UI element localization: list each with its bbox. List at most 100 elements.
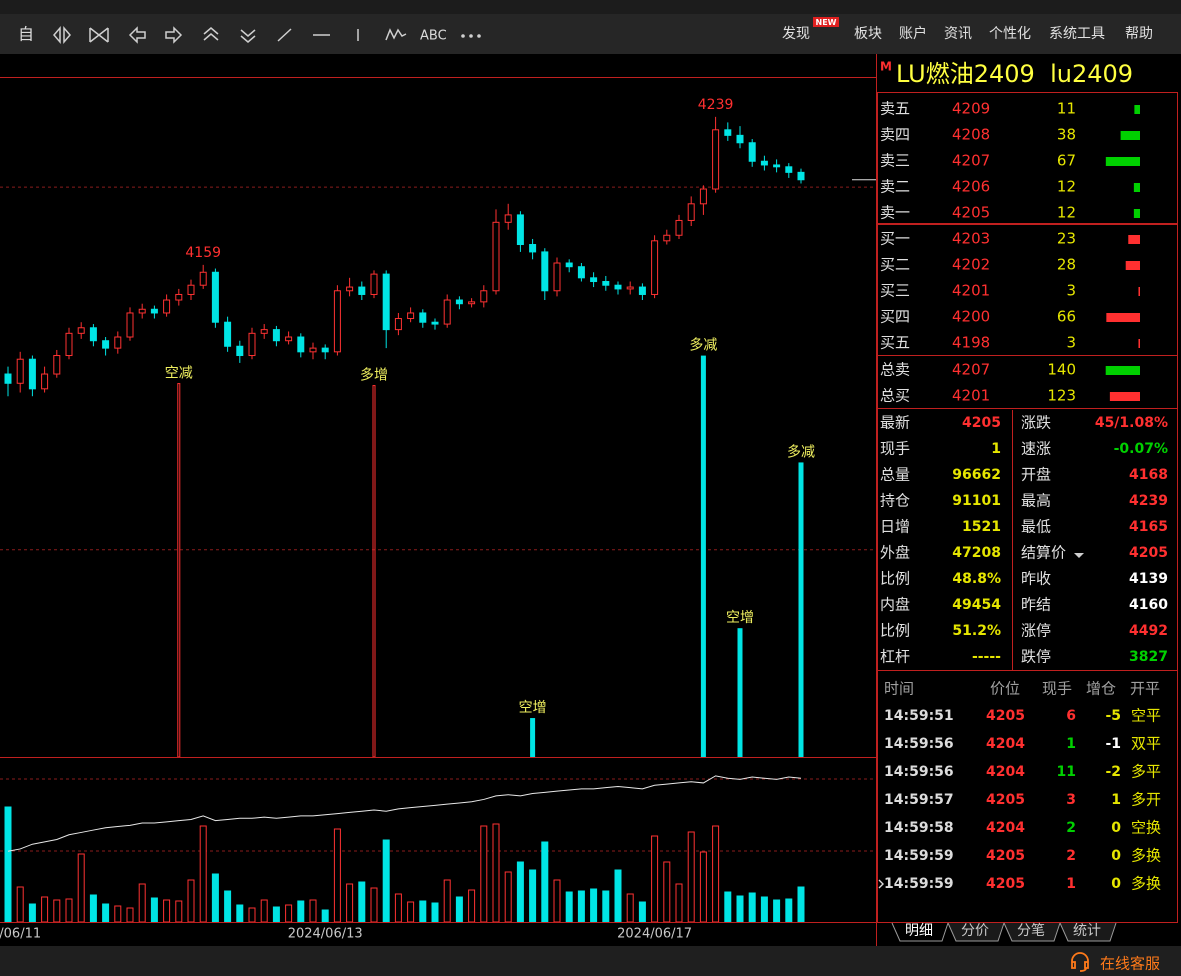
- icon-left[interactable]: [128, 26, 146, 44]
- book-price: 4205: [952, 204, 990, 222]
- volume-bar: [89, 894, 97, 923]
- stat-label: 昨收: [1021, 570, 1051, 588]
- service-icon[interactable]: [1071, 952, 1089, 972]
- tab-label[interactable]: 明细: [905, 923, 933, 939]
- dropdown-arrow[interactable]: [1074, 553, 1084, 558]
- volume-bar: [797, 886, 805, 923]
- trade-change: 0: [1111, 820, 1121, 836]
- volume-bar: [394, 893, 402, 923]
- menu-item[interactable]: 资讯: [944, 26, 972, 42]
- toolbar-text-tool[interactable]: ABC: [420, 29, 447, 44]
- tab-label[interactable]: 统计: [1073, 923, 1101, 939]
- volume-bar: [272, 906, 280, 923]
- book-volume: 3: [1066, 282, 1076, 300]
- book-volume: 28: [1057, 256, 1076, 274]
- book-bar: [1128, 235, 1140, 244]
- signal-label: 多增: [360, 367, 388, 384]
- candle-body: [138, 308, 146, 314]
- volume-bar: [333, 828, 341, 923]
- book-bar: [1138, 339, 1140, 348]
- book-bar: [1133, 183, 1140, 192]
- volume-bar: [468, 889, 476, 923]
- stat-label: 昨结: [1021, 596, 1051, 614]
- stat-label: 外盘: [880, 544, 910, 562]
- volume-bar: [712, 825, 720, 923]
- new-badge-bg: [813, 17, 839, 27]
- book-label: 买四: [880, 308, 910, 326]
- stat-label: 日增: [880, 518, 910, 536]
- candle-body: [638, 286, 646, 295]
- candle-body: [394, 318, 402, 331]
- icon-zoom[interactable]: [53, 25, 71, 45]
- tab-shape[interactable]: [1059, 922, 1117, 942]
- toolbar-icons: [53, 25, 407, 45]
- icon-up[interactable]: [203, 27, 219, 41]
- menu-item[interactable]: 发现: [782, 26, 810, 42]
- date-label: 2024/06/17: [617, 927, 692, 942]
- icon-right[interactable]: [165, 26, 183, 44]
- candle-body: [492, 221, 500, 292]
- volume-bar: [614, 869, 622, 923]
- candle-body: [309, 347, 317, 353]
- tab-label[interactable]: 分价: [961, 923, 989, 939]
- stat-label: 最高: [1021, 492, 1051, 510]
- menu-item[interactable]: 板块: [854, 26, 882, 42]
- volume-bar: [370, 887, 378, 923]
- stat-value: 4168: [1129, 467, 1168, 483]
- volume-bar: [163, 899, 171, 923]
- signal-label: 多减: [787, 443, 815, 460]
- menu-item[interactable]: 系统工具: [1049, 26, 1105, 42]
- candle-body: [102, 340, 110, 349]
- signal-label: 空减: [165, 366, 193, 382]
- stat-value: 96662: [952, 467, 1001, 483]
- book-volume: 11: [1057, 100, 1076, 118]
- book-bar: [1133, 209, 1140, 218]
- candle-body: [541, 251, 549, 292]
- stat-value: -----: [972, 649, 1001, 665]
- icon-down[interactable]: [240, 29, 256, 43]
- volume-bar: [675, 883, 683, 923]
- book-volume: 38: [1057, 126, 1076, 144]
- service-link[interactable]: 在线客服: [1100, 955, 1160, 973]
- stat-label: 内盘: [880, 596, 910, 614]
- volume-bar: [724, 891, 732, 923]
- candle-body: [602, 281, 610, 286]
- stat-value: 47208: [952, 545, 1001, 561]
- volume-bar: [175, 900, 183, 923]
- volume-bar: [687, 831, 695, 923]
- menu-item[interactable]: 帮助: [1125, 26, 1153, 42]
- candle-body: [4, 373, 12, 384]
- tab-shape[interactable]: [1003, 922, 1061, 942]
- menu-item[interactable]: 账户: [899, 25, 927, 42]
- stat-value: 49454: [952, 597, 1001, 613]
- stat-value: 91101: [952, 493, 1001, 509]
- stat-label: 杠杆: [880, 648, 910, 666]
- trade-type: 多开: [1131, 791, 1161, 809]
- book-bar: [1106, 313, 1140, 322]
- volume-bar: [236, 904, 244, 923]
- toolbar-auto[interactable]: 自: [18, 25, 34, 44]
- icon-wave[interactable]: [385, 28, 407, 41]
- icon-more[interactable]: [461, 34, 481, 38]
- trade-type: 多换: [1131, 847, 1161, 865]
- tab-shape[interactable]: [947, 922, 1005, 942]
- menu: 发现 板块 账户 资讯 个性化 系统工具 帮助 NEW: [782, 17, 1153, 42]
- book-volume: 66: [1057, 308, 1076, 326]
- icon-line[interactable]: [277, 28, 292, 42]
- volume-bar: [4, 806, 12, 923]
- volume-bar: [590, 888, 598, 923]
- menu-item[interactable]: 个性化: [989, 26, 1031, 42]
- tab-shape[interactable]: [891, 922, 949, 942]
- volume-bar: [150, 897, 158, 923]
- icon-fit[interactable]: [89, 27, 109, 43]
- book-label: 卖五: [880, 100, 910, 118]
- candle-body: [480, 290, 488, 303]
- volume-bar: [53, 899, 61, 923]
- book-label: 总卖: [880, 361, 910, 379]
- tab-label[interactable]: 分笔: [1017, 923, 1045, 939]
- trade-qty: 2: [1066, 848, 1076, 864]
- volume-bar: [736, 895, 744, 923]
- candle-body: [236, 345, 244, 357]
- candle-body: [211, 271, 219, 323]
